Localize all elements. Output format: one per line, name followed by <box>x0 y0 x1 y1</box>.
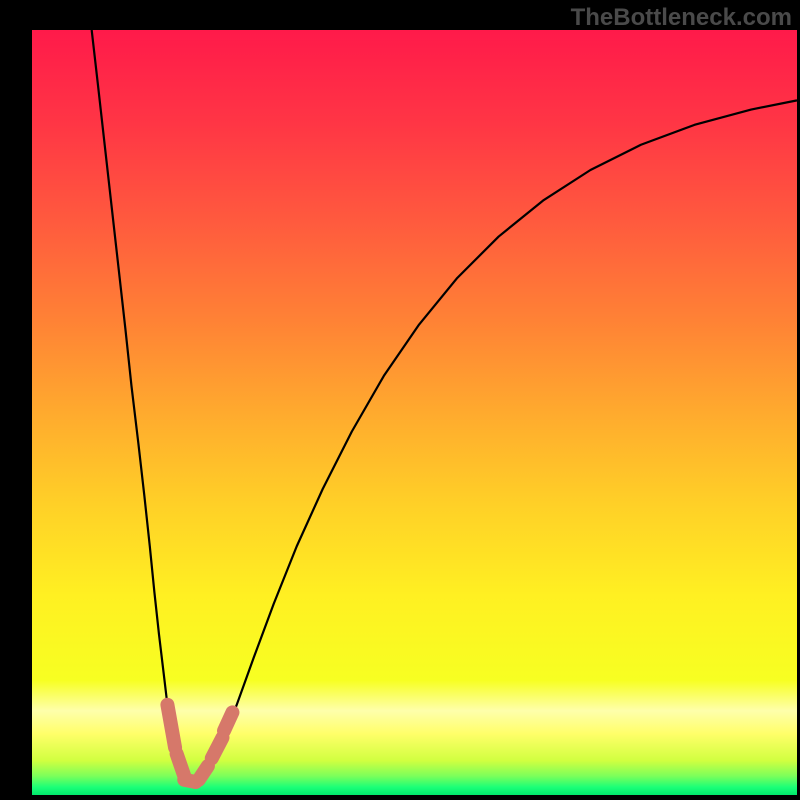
chart-svg <box>32 30 797 795</box>
gradient-background <box>32 30 797 795</box>
figure-frame: TheBottleneck.com <box>0 0 800 800</box>
highlight-around-minimum-seg-1 <box>177 754 185 776</box>
highlight-around-minimum-seg-5 <box>224 712 232 730</box>
highlight-around-minimum-seg-0 <box>167 705 175 748</box>
watermark-text: TheBottleneck.com <box>563 0 800 34</box>
highlight-around-minimum-seg-3 <box>199 766 208 780</box>
plot-area <box>32 30 797 795</box>
highlight-around-minimum-seg-4 <box>212 738 223 759</box>
